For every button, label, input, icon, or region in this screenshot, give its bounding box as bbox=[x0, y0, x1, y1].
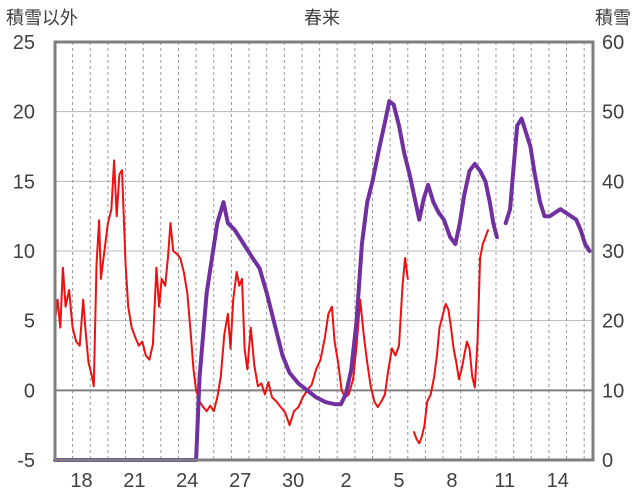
x-tick-label: 8 bbox=[446, 470, 457, 492]
gridlines bbox=[55, 41, 593, 461]
snow-depth-line-segment-1 bbox=[53, 99, 499, 462]
left-axis-ticks: -5 0 5 10 15 20 25 bbox=[13, 32, 35, 472]
snow-depth-line-segment-2 bbox=[503, 116, 592, 253]
left-tick-label: 5 bbox=[24, 311, 35, 333]
right-tick-label: 40 bbox=[602, 171, 624, 193]
right-tick-label: 60 bbox=[602, 32, 624, 54]
right-tick-label: 0 bbox=[602, 450, 613, 472]
right-tick-label: 10 bbox=[602, 380, 624, 402]
right-tick-label: 20 bbox=[602, 311, 624, 333]
right-axis-ticks: 0 10 20 30 40 50 60 bbox=[602, 32, 624, 472]
x-tick-label: 11 bbox=[494, 470, 515, 492]
x-tick-label: 30 bbox=[282, 470, 304, 492]
x-axis-ticks: 18 21 24 27 30 2 5 8 11 14 bbox=[70, 470, 569, 492]
plot-frame bbox=[53, 40, 595, 462]
left-axis-title: 積雪以外 bbox=[6, 8, 78, 29]
left-tick-label: 15 bbox=[13, 171, 35, 193]
series-layer bbox=[53, 99, 592, 462]
x-tick-label: 18 bbox=[70, 470, 92, 492]
x-tick-label: 5 bbox=[393, 470, 404, 492]
left-tick-label: 0 bbox=[24, 380, 35, 402]
temperature-line-segment-2 bbox=[413, 229, 489, 445]
left-tick-label: 25 bbox=[13, 32, 35, 54]
x-tick-label: 2 bbox=[340, 470, 351, 492]
x-tick-label: 24 bbox=[176, 470, 198, 492]
right-axis-title: 積雪 bbox=[595, 8, 631, 29]
x-tick-label: 21 bbox=[123, 470, 145, 492]
chart-title: 春来 bbox=[304, 8, 340, 29]
right-tick-label: 50 bbox=[602, 102, 624, 124]
x-tick-label: 27 bbox=[229, 470, 251, 492]
left-tick-label: 20 bbox=[13, 102, 35, 124]
left-tick-label: -5 bbox=[17, 450, 35, 472]
right-tick-label: 30 bbox=[602, 241, 624, 263]
left-tick-label: 10 bbox=[13, 241, 35, 263]
x-tick-label: 14 bbox=[547, 470, 569, 492]
